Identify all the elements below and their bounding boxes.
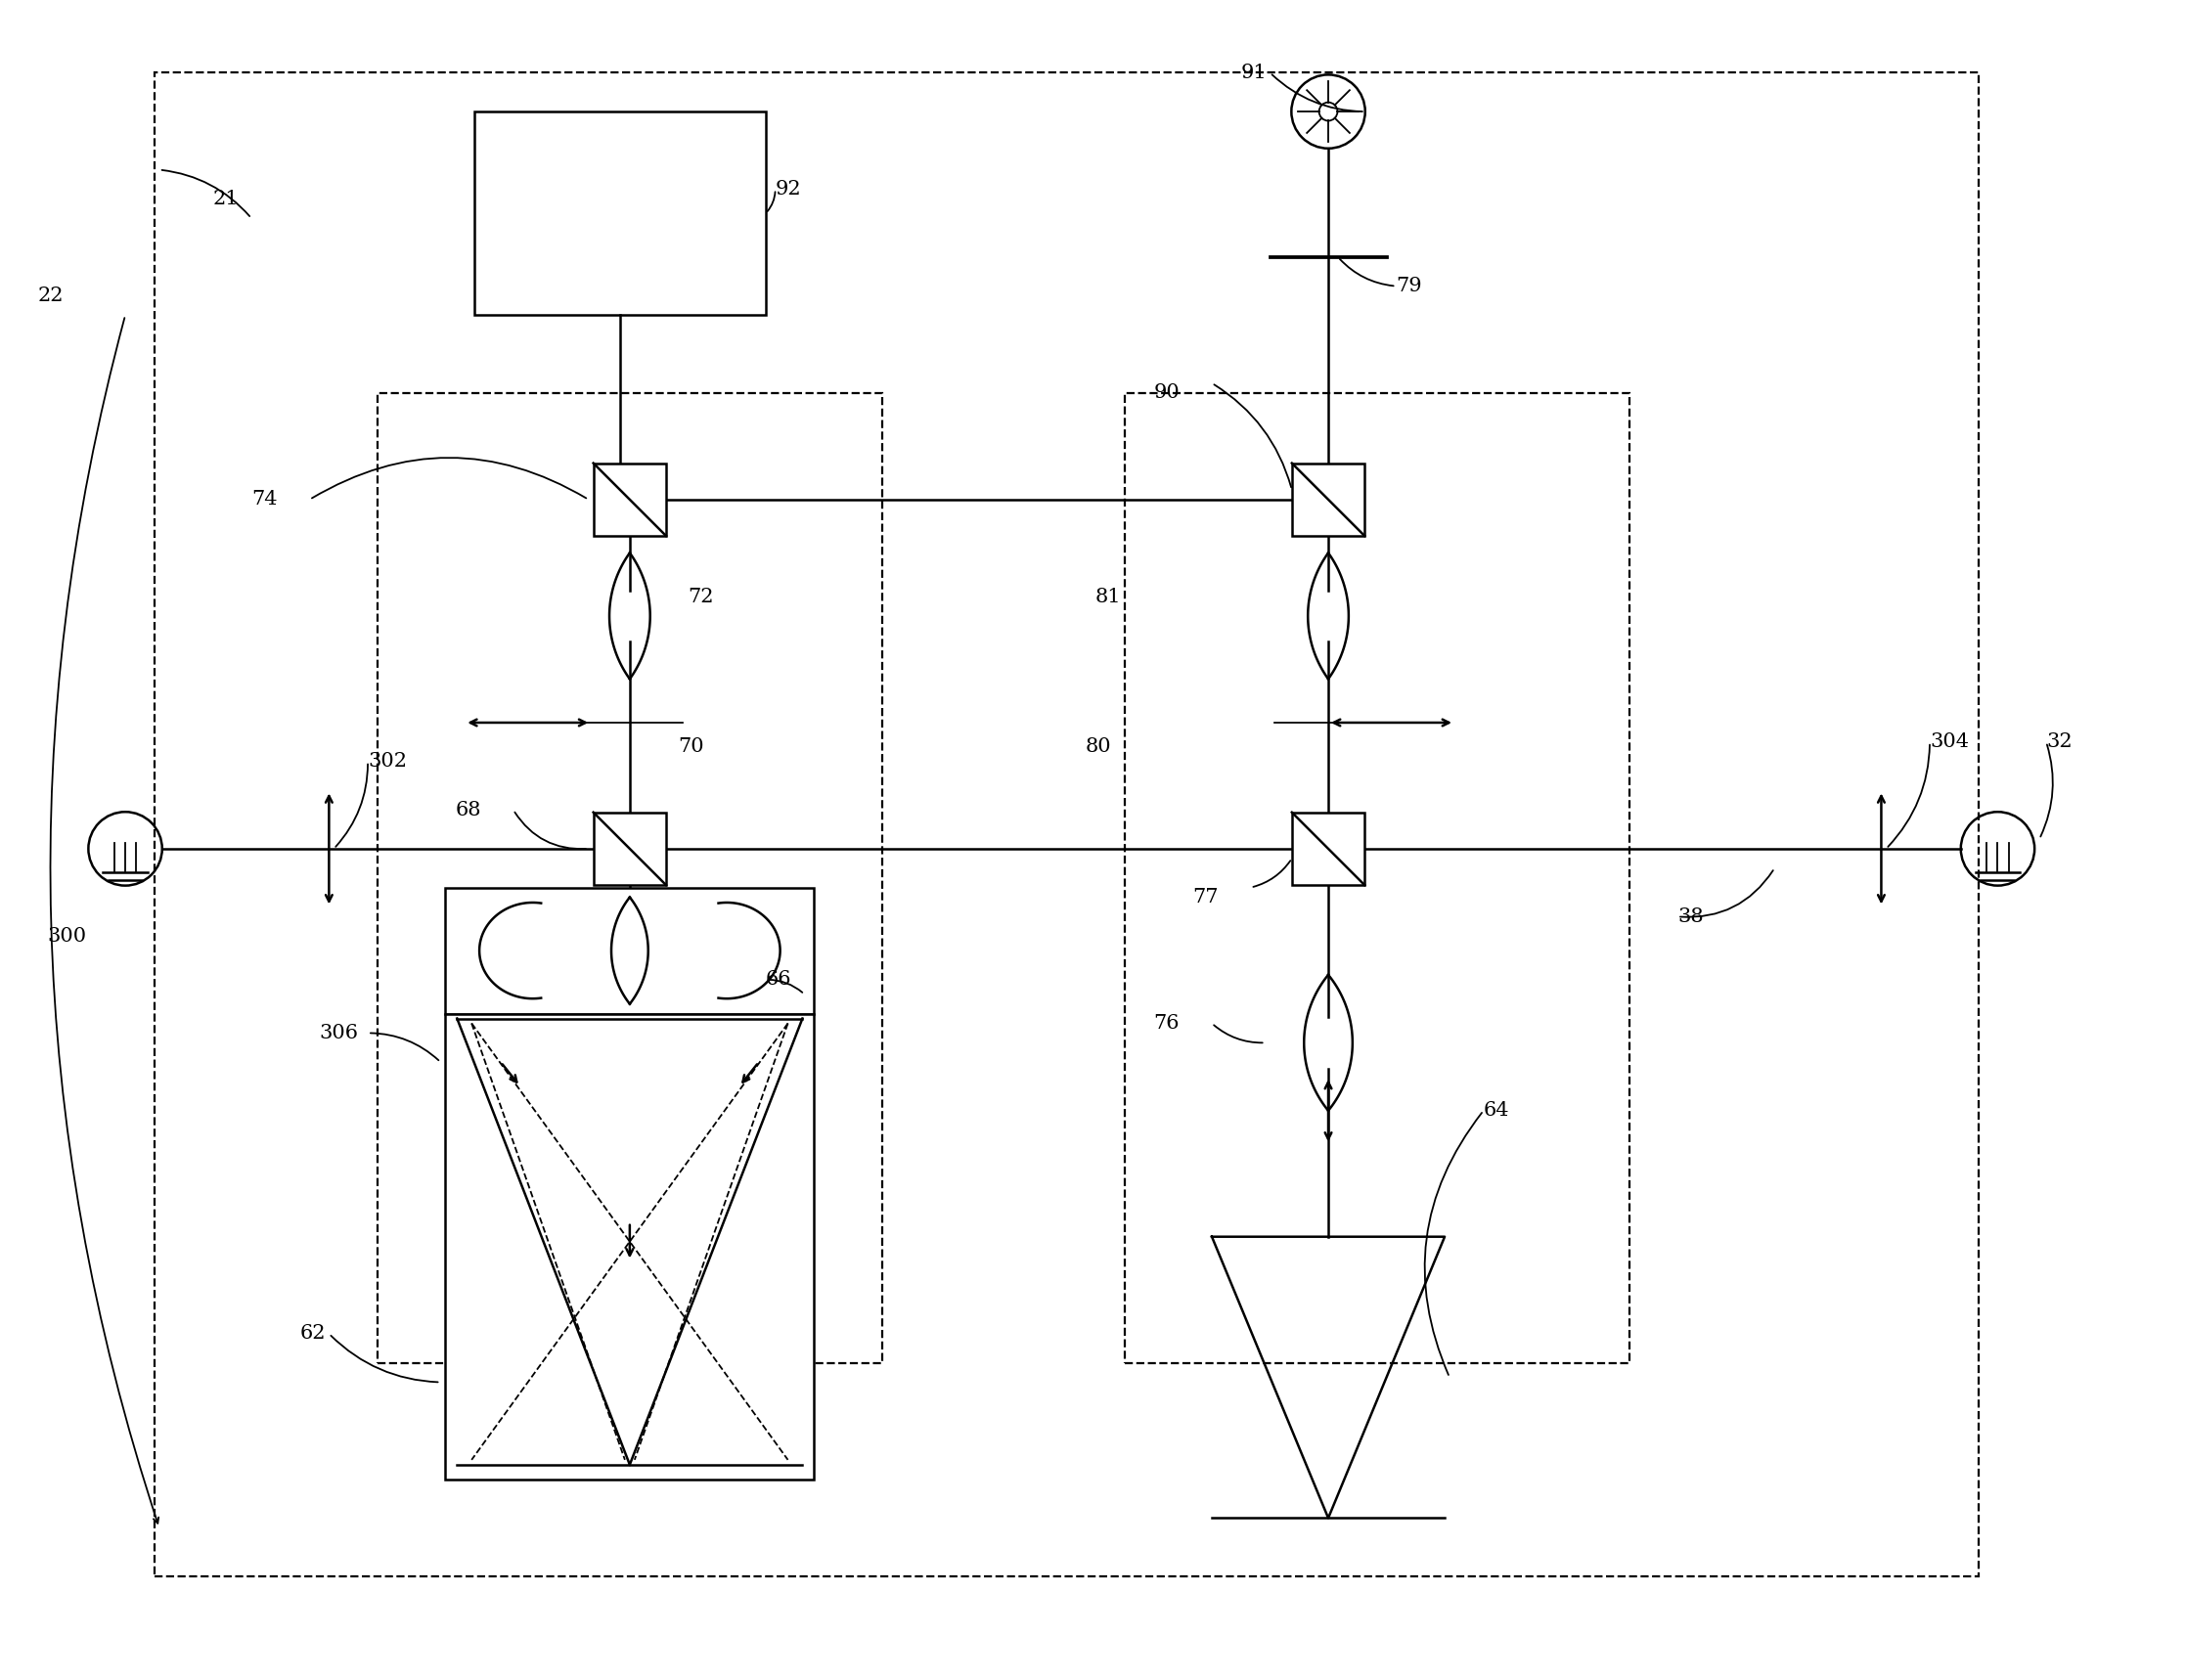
Text: 74: 74 (251, 491, 278, 509)
Bar (592, 813, 667, 885)
Text: 79: 79 (1397, 277, 1423, 296)
Text: 77: 77 (1191, 889, 1218, 907)
Bar (155, 72, 1978, 1576)
Bar (1292, 464, 1364, 536)
Text: 62: 62 (299, 1324, 326, 1342)
Text: 91: 91 (1242, 64, 1268, 82)
Text: 81: 81 (1095, 588, 1121, 606)
Text: 68: 68 (455, 801, 481, 820)
Bar (474, 111, 765, 316)
Bar (446, 1013, 813, 1478)
Text: 302: 302 (367, 753, 407, 771)
Text: 38: 38 (1677, 907, 1703, 926)
Bar (446, 887, 813, 1013)
Text: 304: 304 (1930, 732, 1970, 751)
Bar (378, 393, 881, 1362)
Text: 64: 64 (1484, 1102, 1508, 1121)
Text: 21: 21 (212, 190, 238, 208)
Text: 300: 300 (48, 927, 87, 946)
Text: 306: 306 (319, 1023, 359, 1042)
Bar (1124, 393, 1629, 1362)
Text: 76: 76 (1154, 1015, 1180, 1033)
Text: 80: 80 (1086, 738, 1113, 756)
Text: 92: 92 (776, 180, 802, 198)
Text: 22: 22 (37, 287, 63, 306)
Text: 32: 32 (2046, 732, 2072, 751)
Text: 72: 72 (689, 588, 715, 606)
Text: 90: 90 (1154, 383, 1180, 402)
Bar (592, 464, 667, 536)
Text: 70: 70 (678, 738, 704, 756)
Text: 66: 66 (765, 971, 791, 990)
Bar (1292, 813, 1364, 885)
